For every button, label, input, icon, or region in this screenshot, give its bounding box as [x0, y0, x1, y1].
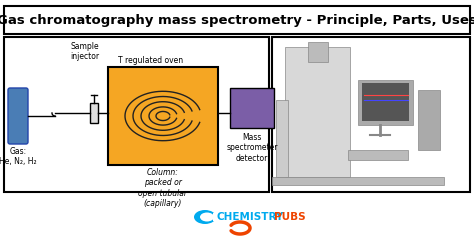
- Bar: [308, 42, 328, 62]
- Bar: [362, 83, 409, 121]
- Text: Gas chromatography mass spectrometry - Principle, Parts, Uses: Gas chromatography mass spectrometry - P…: [0, 14, 474, 27]
- Bar: [418, 90, 440, 150]
- Bar: [213, 213, 223, 221]
- Bar: [276, 100, 288, 177]
- Bar: [90, 103, 98, 123]
- Bar: [4, 37, 269, 192]
- Text: Mass
spectrometer
detector: Mass spectrometer detector: [226, 133, 278, 163]
- Bar: [348, 150, 408, 160]
- Ellipse shape: [200, 213, 214, 222]
- Bar: [272, 177, 444, 185]
- Bar: [108, 67, 218, 165]
- Ellipse shape: [194, 210, 216, 224]
- Bar: [230, 88, 274, 128]
- Bar: [272, 37, 470, 192]
- Bar: [358, 80, 413, 125]
- Text: PUBS: PUBS: [274, 212, 306, 222]
- Bar: [4, 6, 470, 34]
- Bar: [285, 47, 350, 177]
- Text: CHEMISTRY: CHEMISTRY: [217, 212, 284, 222]
- Text: Gas:
He, N₂, H₂: Gas: He, N₂, H₂: [0, 147, 37, 166]
- FancyBboxPatch shape: [8, 88, 28, 144]
- Text: Sample
injector: Sample injector: [71, 42, 100, 61]
- Text: Column:
packed or
open tubular
(capillary): Column: packed or open tubular (capillar…: [138, 168, 188, 208]
- Text: T regulated oven: T regulated oven: [118, 56, 183, 65]
